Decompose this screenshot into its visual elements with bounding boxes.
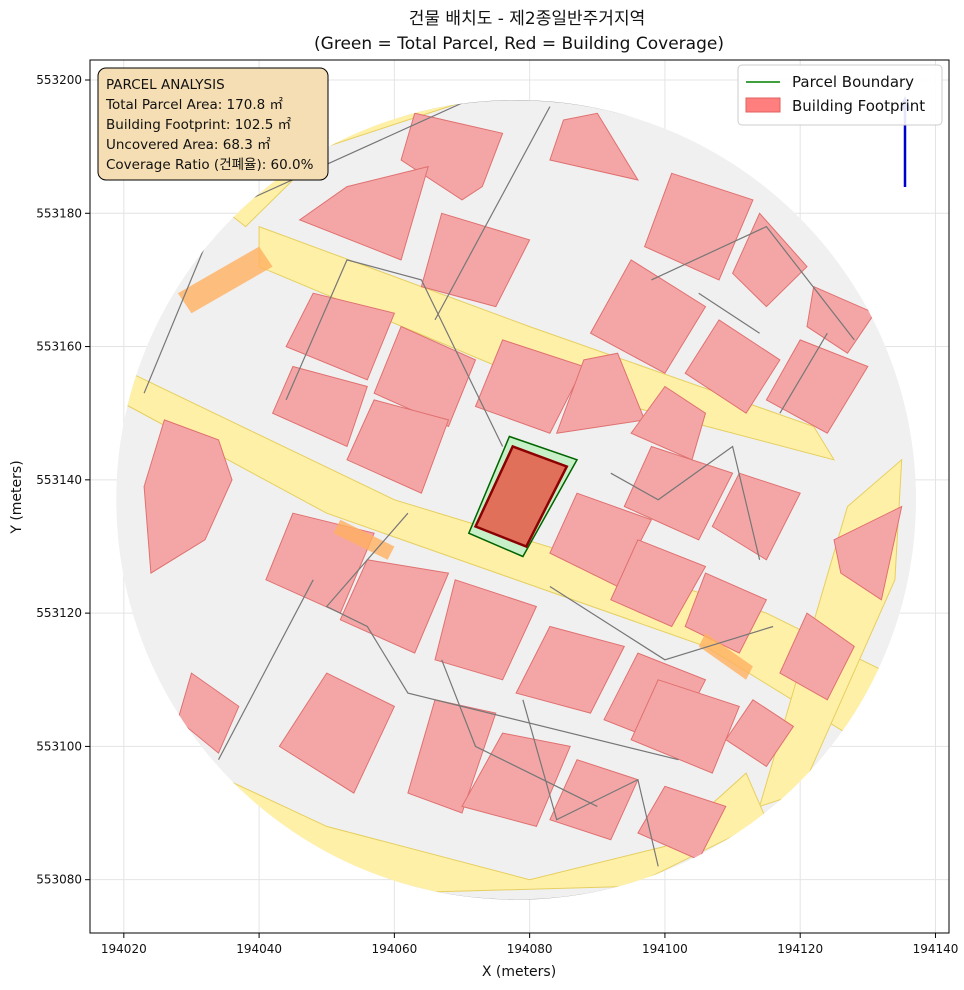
x-tick-label: 194080	[507, 942, 553, 956]
y-tick-label: 553100	[36, 739, 82, 753]
legend-building-footprint: Building Footprint	[792, 97, 925, 115]
x-axis-label: X (meters)	[482, 964, 556, 980]
lot-boundary-line	[698, 292, 760, 334]
building-footprint	[434, 579, 538, 681]
building-footprint	[833, 505, 903, 601]
building-footprint	[407, 699, 497, 814]
lot-boundary-line	[610, 445, 761, 560]
road-building-overlap	[333, 519, 395, 560]
building-footprint	[515, 625, 626, 714]
building-footprint	[711, 472, 801, 561]
x-tick-label: 194100	[642, 942, 688, 956]
x-tick-label: 194040	[236, 942, 282, 956]
building-footprint	[400, 112, 504, 201]
lot-boundary-line	[441, 659, 598, 807]
legend: Parcel Boundary Building Footprint	[737, 64, 943, 126]
y-tick-label: 553120	[36, 606, 82, 620]
building-footprint	[346, 399, 450, 494]
building-footprint	[177, 672, 240, 754]
building-footprint	[779, 612, 855, 701]
building-footprint	[630, 679, 740, 774]
x-axis-ticks: 194020 194040 194060 194080 194100 194120 1941…	[101, 933, 958, 956]
building-footprint	[610, 539, 707, 628]
y-tick-label: 553180	[36, 206, 82, 220]
legend-patch-icon	[745, 97, 781, 113]
building-footprint	[271, 365, 368, 448]
x-tick-label: 194020	[101, 942, 147, 956]
lot-boundary-line	[285, 259, 504, 447]
building-footprint	[298, 165, 429, 261]
building-footprint	[373, 325, 477, 428]
chart-title: 건물 배치도 - 제2종일반주거지역	[409, 9, 645, 29]
info-coverage: Coverage Ratio (건폐율): 60.0%	[106, 157, 314, 173]
road-building-overlap	[177, 246, 273, 314]
lot-boundary-line	[779, 332, 828, 414]
building-footprint	[643, 172, 754, 281]
building-footprint	[589, 259, 707, 374]
x-tick-label: 194140	[913, 942, 959, 956]
y-tick-label: 553080	[36, 873, 82, 887]
y-tick-label: 553200	[36, 73, 82, 87]
parcel-analysis-box: PARCEL ANALYSIS Total Parcel Area: 170.8…	[97, 67, 329, 181]
x-tick-label: 194120	[777, 942, 823, 956]
y-axis-ticks: 553080 553100 553120 553140 553160 553180 5532…	[36, 73, 90, 887]
y-axis-label: Y (meters)	[9, 460, 25, 534]
plot-frame	[89, 59, 950, 934]
chart-subtitle: (Green = Total Parcel, Red = Building Co…	[314, 34, 724, 54]
info-footprint: Building Footprint: 102.5 ㎡	[106, 117, 292, 133]
legend-parcel-boundary: Parcel Boundary	[792, 73, 914, 91]
building-footprint	[732, 212, 808, 308]
building-footprint	[725, 699, 795, 768]
building-footprint	[143, 419, 233, 574]
y-tick-label: 553140	[36, 473, 82, 487]
building-footprint	[806, 285, 876, 354]
building-footprint	[549, 759, 639, 841]
building-footprint	[549, 112, 639, 181]
buildings	[143, 112, 903, 861]
info-uncovered: Uncovered Area: 68.3 ㎡	[106, 137, 271, 153]
lot-boundary-line	[217, 579, 314, 760]
info-heading: PARCEL ANALYSIS	[106, 77, 225, 93]
building-footprint	[474, 339, 585, 434]
lot-boundary-line	[651, 225, 855, 341]
map-layer	[116, 99, 916, 900]
info-total-area: Total Parcel Area: 170.8 ㎡	[105, 97, 283, 113]
lot-boundary-line	[434, 106, 551, 321]
lot-boundary-line	[522, 699, 659, 867]
building-footprint	[684, 319, 781, 414]
building-footprint	[420, 212, 531, 308]
building-footprint	[765, 339, 869, 434]
target-building-footprint[interactable]	[473, 444, 569, 549]
lot-boundary-line	[549, 585, 774, 661]
building-footprint	[278, 672, 396, 794]
building-footprint	[339, 559, 450, 654]
building-footprint	[461, 732, 571, 827]
building-footprint	[285, 292, 396, 381]
lot-boundary-line	[325, 512, 679, 761]
lot-lines	[143, 99, 855, 867]
x-tick-label: 194060	[371, 942, 417, 956]
y-tick-label: 553160	[36, 340, 82, 354]
